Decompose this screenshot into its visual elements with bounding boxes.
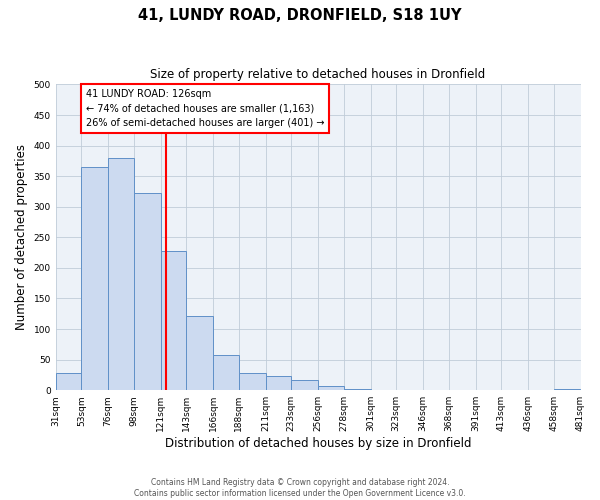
Text: 41, LUNDY ROAD, DRONFIELD, S18 1UY: 41, LUNDY ROAD, DRONFIELD, S18 1UY: [138, 8, 462, 22]
Bar: [82, 167, 108, 390]
Y-axis label: Number of detached properties: Number of detached properties: [15, 144, 28, 330]
X-axis label: Distribution of detached houses by size in Dronfield: Distribution of detached houses by size …: [165, 437, 472, 450]
Text: 41 LUNDY ROAD: 126sqm
← 74% of detached houses are smaller (1,163)
26% of semi-d: 41 LUNDY ROAD: 126sqm ← 74% of detached …: [86, 88, 325, 128]
Title: Size of property relative to detached houses in Dronfield: Size of property relative to detached ho…: [151, 68, 486, 80]
Bar: [108, 158, 134, 390]
Bar: [213, 354, 239, 390]
Bar: [134, 192, 161, 390]
Bar: [344, 389, 371, 390]
Bar: [291, 380, 318, 390]
Bar: [554, 389, 580, 390]
Bar: [161, 251, 186, 390]
Bar: [56, 373, 82, 390]
Bar: [239, 373, 266, 390]
Bar: [266, 376, 291, 390]
Bar: [186, 316, 213, 390]
Bar: [318, 386, 344, 390]
Text: Contains HM Land Registry data © Crown copyright and database right 2024.
Contai: Contains HM Land Registry data © Crown c…: [134, 478, 466, 498]
